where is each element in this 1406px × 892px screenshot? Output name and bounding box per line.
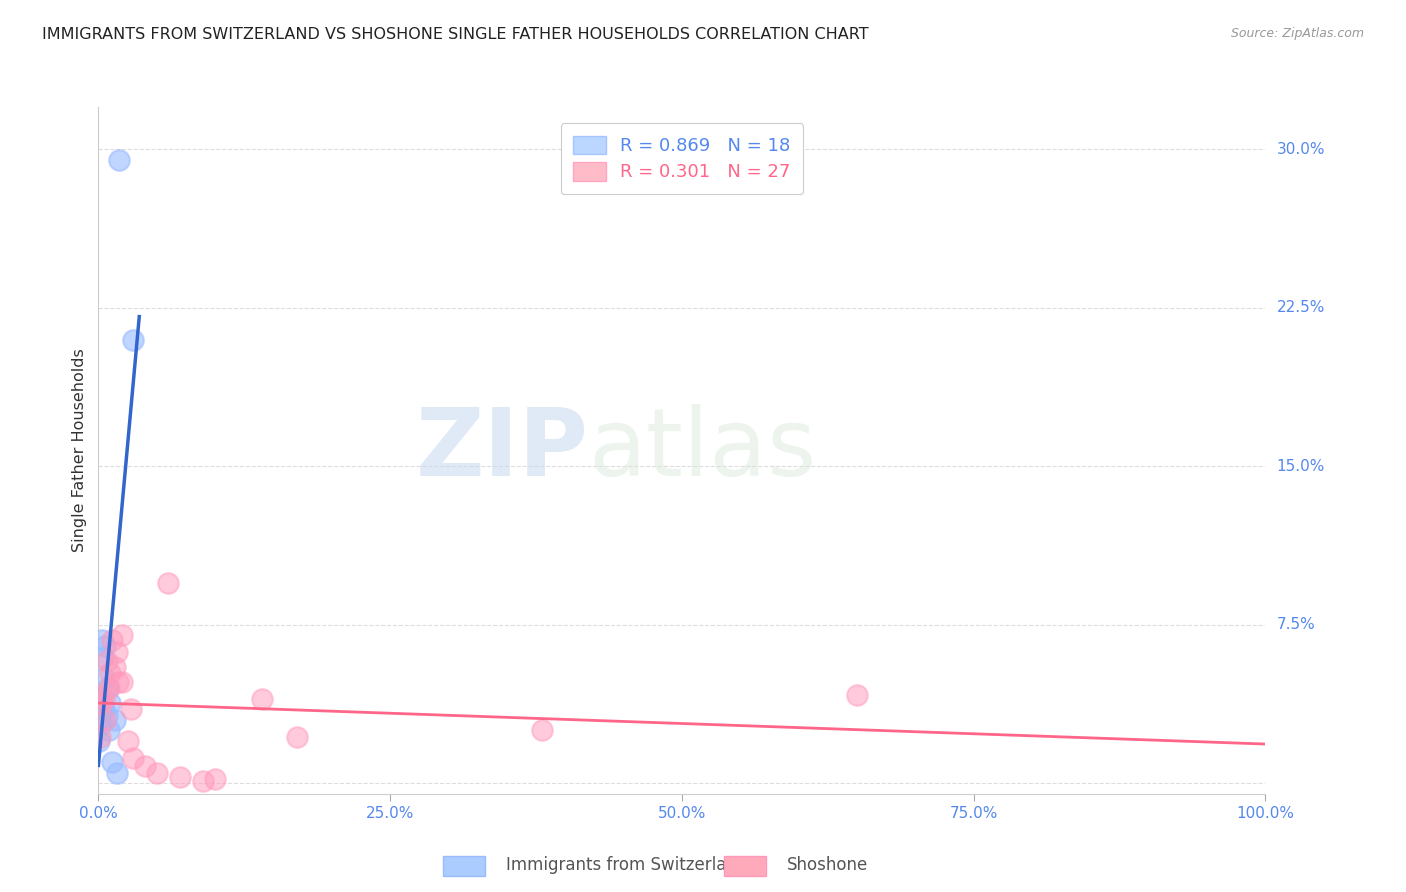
Point xyxy=(285,730,308,744)
Point xyxy=(101,632,124,647)
Point xyxy=(146,765,169,780)
Point xyxy=(530,723,553,738)
Point xyxy=(111,674,134,689)
Point xyxy=(108,153,131,167)
Point xyxy=(93,691,115,706)
Point xyxy=(90,632,112,647)
Point xyxy=(96,654,118,668)
Point xyxy=(89,730,111,744)
Point xyxy=(94,639,117,653)
Y-axis label: Single Father Households: Single Father Households xyxy=(72,349,87,552)
Point xyxy=(90,688,112,702)
Point xyxy=(107,674,129,689)
Point xyxy=(120,702,142,716)
Point xyxy=(90,717,112,731)
Point xyxy=(122,751,145,765)
Point xyxy=(845,688,868,702)
Point xyxy=(97,681,120,696)
Point xyxy=(96,708,118,723)
Point xyxy=(204,772,226,786)
Point xyxy=(90,696,112,710)
Text: 7.5%: 7.5% xyxy=(1277,617,1315,632)
Point xyxy=(117,734,139,748)
Point xyxy=(111,628,134,642)
Point xyxy=(250,691,273,706)
Point xyxy=(169,770,191,784)
Text: Immigrants from Switzerland: Immigrants from Switzerland xyxy=(506,856,748,874)
Point xyxy=(97,723,120,738)
Point xyxy=(90,696,112,710)
Point xyxy=(97,681,120,696)
Point xyxy=(91,649,114,664)
Text: Shoshone: Shoshone xyxy=(787,856,869,874)
Legend: R = 0.869   N = 18, R = 0.301   N = 27: R = 0.869 N = 18, R = 0.301 N = 27 xyxy=(561,123,803,194)
Point xyxy=(89,713,111,727)
Point xyxy=(104,713,127,727)
Text: 22.5%: 22.5% xyxy=(1277,301,1324,315)
Point xyxy=(105,645,128,659)
Point xyxy=(98,696,121,710)
Point xyxy=(101,755,124,769)
Point xyxy=(87,734,110,748)
Point xyxy=(134,759,156,773)
Text: Source: ZipAtlas.com: Source: ZipAtlas.com xyxy=(1230,27,1364,40)
Point xyxy=(104,660,127,674)
Point xyxy=(98,666,121,681)
Text: ZIP: ZIP xyxy=(416,404,589,497)
Text: 15.0%: 15.0% xyxy=(1277,458,1324,474)
Point xyxy=(193,774,215,789)
Point xyxy=(94,713,117,727)
Point xyxy=(105,765,128,780)
Point xyxy=(93,702,115,716)
Text: IMMIGRANTS FROM SWITZERLAND VS SHOSHONE SINGLE FATHER HOUSEHOLDS CORRELATION CHA: IMMIGRANTS FROM SWITZERLAND VS SHOSHONE … xyxy=(42,27,869,42)
Point xyxy=(122,333,145,347)
Point xyxy=(157,575,180,590)
Text: atlas: atlas xyxy=(589,404,817,497)
Point xyxy=(93,671,115,685)
Text: 30.0%: 30.0% xyxy=(1277,142,1324,157)
